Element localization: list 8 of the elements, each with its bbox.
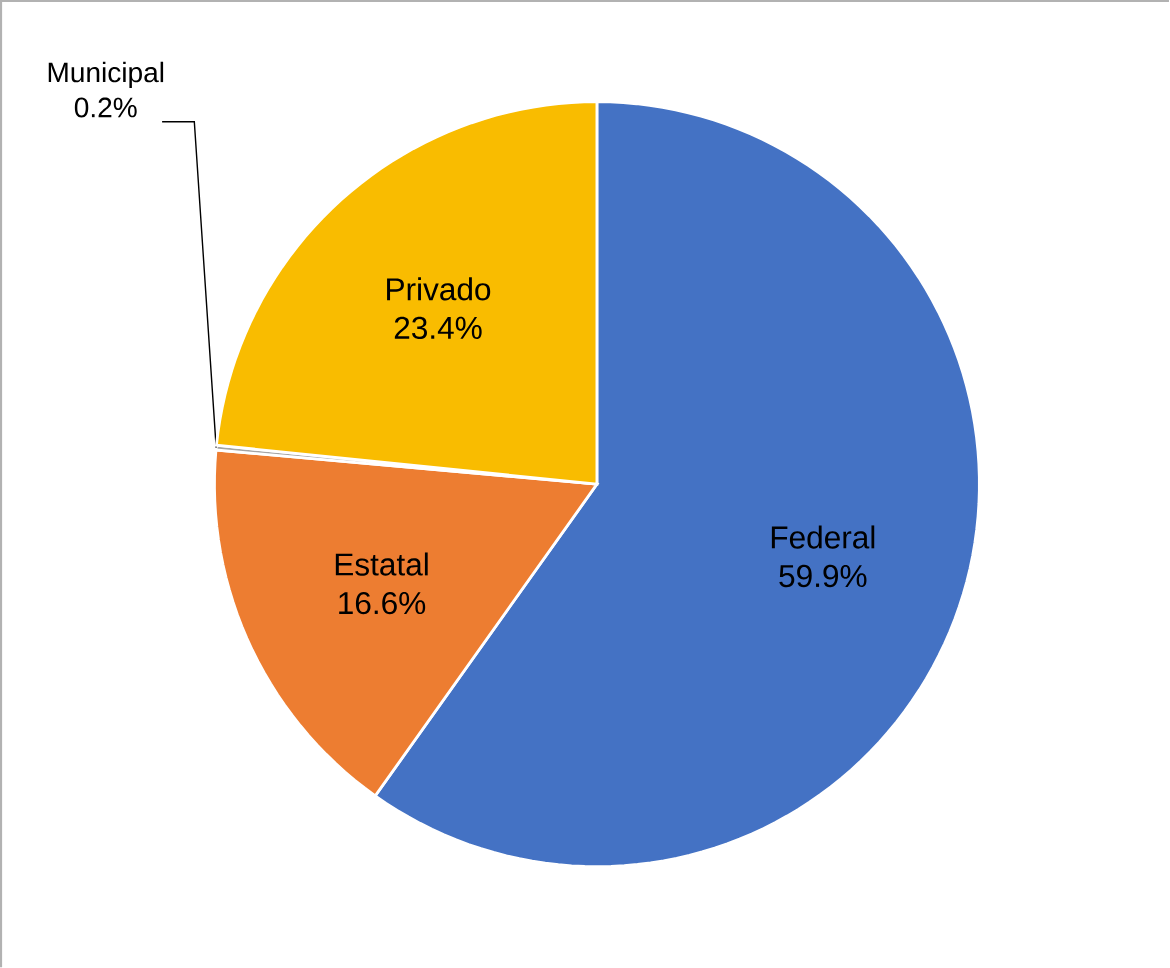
data-label: 0.2% bbox=[74, 97, 137, 118]
slice-label: Federal bbox=[771, 525, 875, 549]
data-label: 23.4% bbox=[394, 316, 482, 339]
data-label: 16.6% bbox=[339, 591, 426, 615]
data-label: 59.9% bbox=[779, 564, 867, 588]
slice-label: Estatal bbox=[335, 552, 428, 576]
slice-label: Privado bbox=[387, 277, 491, 301]
slice-label: Municipal bbox=[48, 61, 164, 88]
